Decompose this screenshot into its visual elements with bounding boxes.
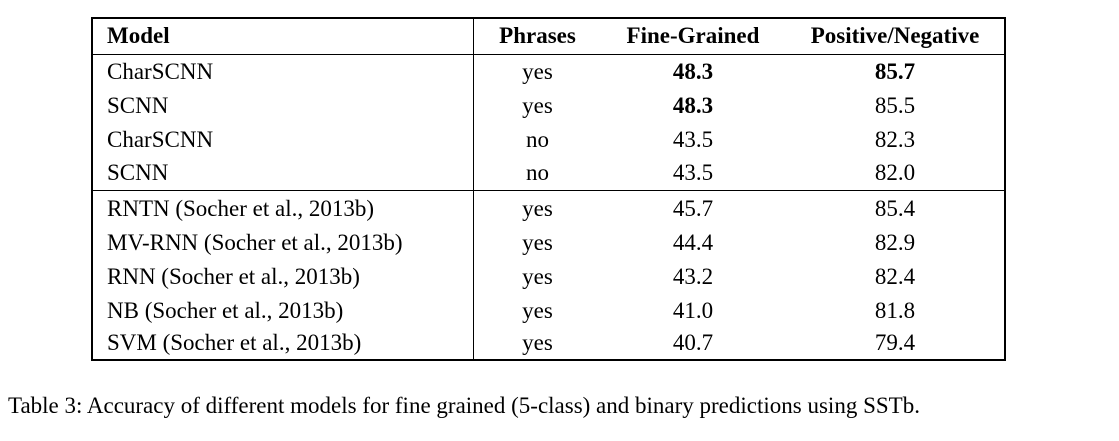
table-row: NB (Socher et al., 2013b) yes 41.0 81.8 (93, 294, 1004, 328)
positive-negative-cell: 82.4 (874, 264, 916, 289)
positive-negative-cell: 79.4 (874, 330, 916, 355)
table-row: CharSCNN yes 48.3 85.7 (93, 55, 1004, 89)
positive-negative-cell: 85.5 (874, 93, 916, 118)
table-row: RNN (Socher et al., 2013b) yes 43.2 82.4 (93, 260, 1004, 294)
header-phrases: Phrases (499, 23, 576, 48)
positive-negative-cell: 82.9 (874, 230, 916, 255)
phrases-cell: no (526, 160, 549, 185)
fine-grained-cell: 43.5 (672, 160, 714, 185)
header-fine-grained: Fine-Grained (626, 23, 760, 48)
positive-negative-cell: 81.8 (874, 298, 916, 323)
phrases-cell: yes (522, 298, 553, 323)
table-row: MV-RNN (Socher et al., 2013b) yes 44.4 8… (93, 226, 1004, 260)
table-row: SCNN yes 48.3 85.5 (93, 89, 1004, 123)
fine-grained-cell: 44.4 (672, 230, 714, 255)
phrases-cell: yes (522, 93, 553, 118)
positive-negative-cell: 82.3 (874, 127, 916, 152)
fine-grained-cell: 45.7 (672, 196, 714, 221)
header-model: Model (107, 23, 170, 48)
fine-grained-cell: 43.5 (672, 127, 714, 152)
fine-grained-cell: 48.3 (672, 93, 714, 118)
positive-negative-cell: 85.4 (874, 196, 916, 221)
fine-grained-cell: 40.7 (672, 330, 714, 355)
table-row: SCNN no 43.5 82.0 (93, 156, 1004, 190)
table-row: RNTN (Socher et al., 2013b) yes 45.7 85.… (93, 192, 1004, 226)
model-cell: RNN (Socher et al., 2013b) (107, 264, 360, 289)
phrases-cell: yes (522, 264, 553, 289)
fine-grained-cell: 48.3 (672, 59, 714, 84)
header-rule (93, 54, 1004, 55)
column-divider (473, 19, 474, 359)
phrases-cell: yes (522, 59, 553, 84)
group-rule (93, 190, 1004, 191)
model-cell: CharSCNN (107, 127, 214, 152)
phrases-cell: yes (522, 196, 553, 221)
results-table: Model Phrases Fine-Grained Positive/Nega… (91, 17, 1006, 361)
fine-grained-cell: 43.2 (672, 264, 714, 289)
phrases-cell: yes (522, 330, 553, 355)
fine-grained-cell: 41.0 (672, 298, 714, 323)
model-cell: RNTN (Socher et al., 2013b) (107, 196, 374, 221)
model-cell: SCNN (107, 93, 169, 118)
phrases-cell: yes (522, 230, 553, 255)
model-cell: CharSCNN (107, 59, 214, 84)
header-positive-negative: Positive/Negative (810, 23, 980, 48)
table-header-row: Model Phrases Fine-Grained Positive/Nega… (93, 19, 1004, 53)
positive-negative-cell: 85.7 (874, 59, 916, 84)
table-row: SVM (Socher et al., 2013b) yes 40.7 79.4 (93, 326, 1004, 360)
table-caption: Table 3: Accuracy of different models fo… (8, 393, 920, 418)
model-cell: NB (Socher et al., 2013b) (107, 298, 344, 323)
phrases-cell: no (526, 127, 549, 152)
positive-negative-cell: 82.0 (874, 160, 916, 185)
model-cell: MV-RNN (Socher et al., 2013b) (107, 230, 403, 255)
model-cell: SCNN (107, 160, 169, 185)
model-cell: SVM (Socher et al., 2013b) (107, 330, 362, 355)
table-row: CharSCNN no 43.5 82.3 (93, 123, 1004, 157)
